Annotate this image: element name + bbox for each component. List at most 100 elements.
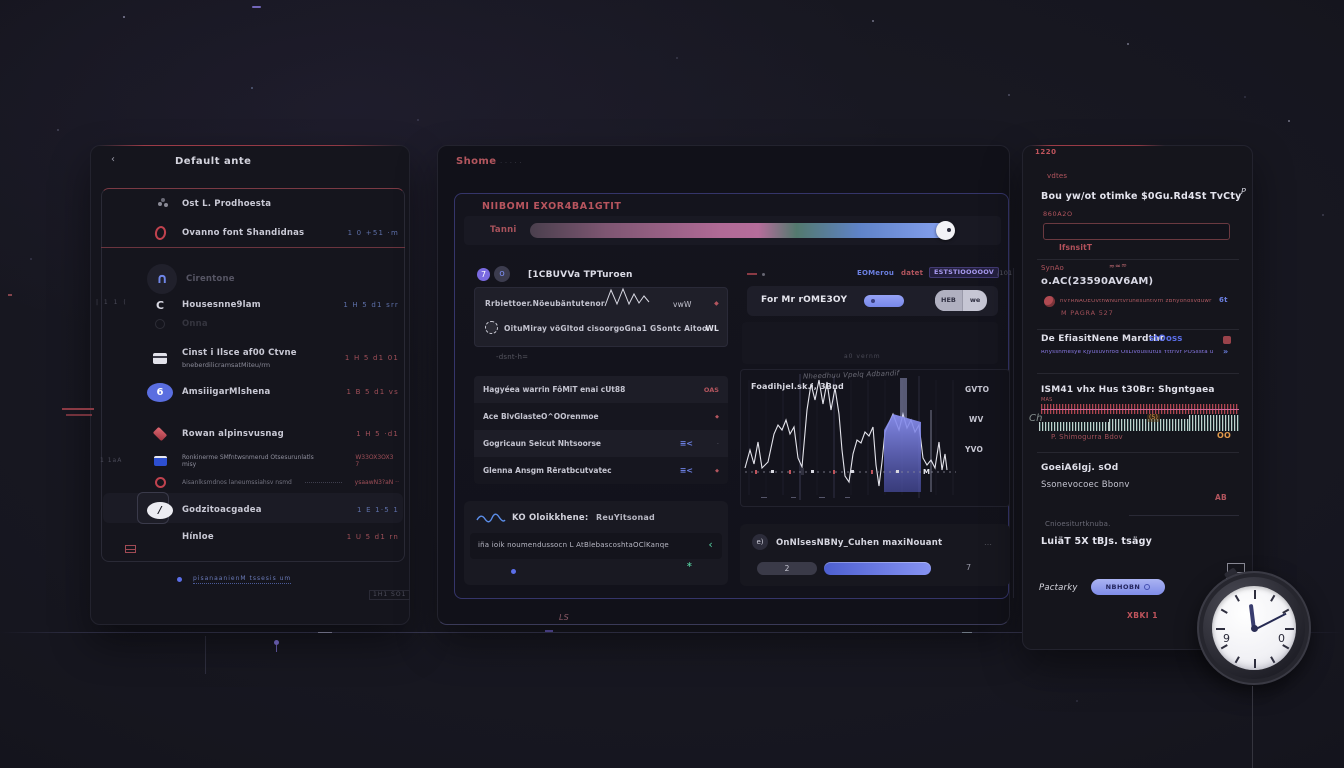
count-pill[interactable]: 2	[757, 562, 817, 575]
section3-accent[interactable]: stOoss	[1149, 334, 1183, 344]
action-label: For Mr rOME3OY	[761, 295, 848, 305]
ghost-circle-icon	[147, 319, 173, 329]
star	[417, 119, 419, 121]
list-panel: ‹ Default ante Ost L. Prodhoesta Ovanno …	[90, 145, 411, 625]
list-item[interactable]: Aisanlksmdnos laneumssiahsv nsmd ysaawN3…	[147, 471, 399, 493]
settings-row[interactable]: Hagyéea warrin FôMiT enai cUt88 OAS	[474, 376, 728, 403]
list-item[interactable]: ∩ Cirentone	[147, 263, 399, 295]
section4-meta: OO	[1217, 431, 1232, 440]
wave-toggle-icon[interactable]: ≡<	[679, 466, 693, 475]
detail-row2-text: OituMiray vöGltod cisoorgoGna1 GSontc Ai…	[504, 324, 708, 333]
star	[1244, 96, 1246, 98]
chart-y-label: YVO	[965, 445, 984, 454]
amount-input[interactable]	[1043, 223, 1230, 240]
settings-row[interactable]: Glenna Ansgm Rëratbcutvatec ≡< ◆	[474, 457, 728, 484]
list-item[interactable]: Ovanno font Shandidnas 1 0 +51 ·m	[147, 220, 399, 246]
panel-accent-line	[1031, 145, 1165, 146]
chart-base-mark: M	[923, 468, 931, 476]
summary-title: KO Oloikkhene:	[512, 513, 589, 523]
progress-card: e) OnNlsesNBNy_Cuhen maxiNouant … 2 7	[740, 524, 1010, 586]
list-item[interactable]: Cinst i Ilsce af00 Ctvne bneberdilicrams…	[147, 340, 399, 376]
pin-icon	[274, 640, 279, 645]
summary-card: KO Oloikkhene: ReuYitsonad iña ioik noum…	[464, 501, 728, 585]
panel-divider-line	[1013, 268, 1014, 598]
wave-toggle-icon[interactable]: ≡<	[679, 439, 693, 448]
footer-link-red[interactable]: XBKI 1	[1127, 611, 1158, 620]
back-button[interactable]: ‹	[111, 154, 116, 165]
list-item[interactable]: Rowan alpinsvusnag 1 H 5 ·d1	[147, 421, 399, 447]
list-item[interactable]: / Godzitoacgadea 1 E 1·5 1	[147, 497, 399, 523]
chart-canvas	[744, 374, 956, 500]
progress-value: 7	[966, 563, 972, 572]
star	[1076, 700, 1078, 702]
red-square-icon	[1223, 336, 1231, 344]
send-icon[interactable]: »	[1223, 347, 1229, 356]
slider-knob[interactable]	[936, 221, 955, 240]
segment-a[interactable]: HEB	[935, 290, 963, 311]
tag-chip[interactable]: ESTSTIOOOOOV	[929, 267, 999, 278]
star	[1127, 43, 1129, 45]
flag-icon	[125, 545, 136, 553]
star	[872, 20, 874, 22]
horizon-glint	[545, 630, 553, 632]
clock-center-cap	[1251, 625, 1258, 632]
pill-dot	[871, 299, 875, 303]
clock-tick	[1270, 594, 1276, 602]
clock-tick	[1254, 590, 1256, 599]
section3-title: De EfiasitNene Mardtht	[1041, 334, 1165, 344]
confirm-button[interactable]: NBHOBN	[1091, 579, 1165, 595]
list-item[interactable]: 6 AmsiiigarMlshena 1 B 5 d1 vs	[147, 379, 399, 405]
row-divider-red	[101, 247, 405, 248]
red-speck	[8, 294, 12, 296]
progress-bar	[824, 562, 931, 575]
section1-title: Bou yw/ot otimke $0Gu.Rd4St TvCty	[1041, 191, 1242, 202]
star	[1008, 94, 1010, 96]
summary-tab[interactable]: ReuYitsonad	[596, 513, 655, 522]
settings-row[interactable]: Gogricaun Seicut Nhtsoorse ≡< ·	[474, 430, 728, 457]
list-item[interactable]: Hínloe 1 U 5 d1 rn	[182, 532, 399, 542]
clock-tick	[1285, 628, 1294, 630]
segmented-control[interactable]: HEB we	[935, 290, 988, 311]
section2-meta: 6t	[1219, 296, 1228, 304]
gradient-slider-track[interactable]	[530, 221, 955, 240]
list-panel-title: Default ante	[175, 156, 252, 167]
sparkline-icon	[604, 287, 650, 307]
list-item[interactable]: Ost L. Prodhoesta	[147, 191, 399, 217]
settings-row[interactable]: Ace BlvGlasteO^OOrenmoe ◆	[474, 403, 728, 430]
footer-link[interactable]: pisanaanienM tssesis um	[193, 575, 292, 584]
star	[57, 129, 59, 131]
action-card: For Mr rOME3OY HEB we	[747, 286, 998, 316]
section5-meta: AB	[1215, 493, 1227, 502]
clock-numeral-left: 9	[1223, 632, 1231, 645]
panel-tab[interactable]: 1220	[1035, 148, 1057, 156]
segment-b[interactable]: we	[969, 296, 981, 304]
detail-row-suffix: vwW	[673, 300, 692, 309]
window-footer-mark: LS	[559, 613, 569, 622]
chart-card: Nheedhuu Vpelq Adbandif Foadihjel.sk.i, …	[740, 369, 1010, 507]
detail-row-text: Rrbiettoer.Nöeubäntutenor	[485, 299, 605, 308]
detail-row2-meta: WL	[705, 324, 719, 333]
star	[676, 57, 678, 59]
dotted-leader	[304, 481, 342, 483]
divider	[1037, 373, 1239, 374]
star	[1322, 214, 1324, 216]
list-item[interactable]: Ronkinerme SMfntwsnmerud Otsesurunlatls …	[147, 450, 399, 472]
g-badge-icon: 6	[147, 382, 173, 402]
primary-pill-button[interactable]	[864, 295, 904, 307]
chevron-left-icon[interactable]: ‹	[708, 538, 713, 551]
slider-label: Tanni	[490, 225, 517, 235]
button-gear-icon	[1144, 584, 1151, 590]
list-item[interactable]: C Housesnne9lam 1 H 5 d1 srr	[147, 292, 399, 318]
red-ring-icon	[147, 476, 173, 488]
horizon-glint	[318, 632, 332, 633]
list-item[interactable]: Onna	[147, 311, 399, 337]
avatar-badge: e)	[752, 534, 768, 550]
summary-inner-row[interactable]: iña ioik noumendussocn L AtBlebascoshtaO…	[470, 533, 722, 559]
section-header: [1CBUVVa TPTuroen	[528, 270, 633, 280]
purple-streak	[252, 6, 261, 8]
divider-short	[1129, 515, 1239, 516]
vertical-seam	[205, 636, 206, 674]
window-title: Shome	[456, 156, 497, 167]
section2-title: o.AC(23590AV6AM)	[1041, 276, 1154, 287]
alert-diamond-icon: ◆	[714, 300, 719, 307]
